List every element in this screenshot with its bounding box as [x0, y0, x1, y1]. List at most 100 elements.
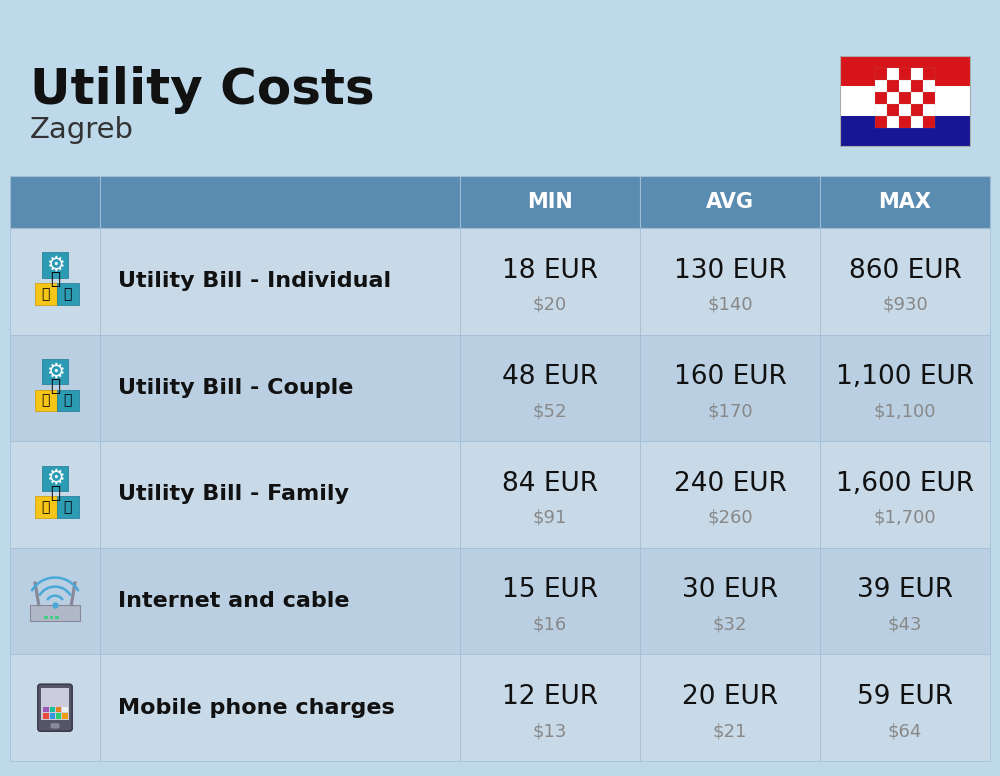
- FancyBboxPatch shape: [100, 334, 460, 442]
- Text: 30 EUR: 30 EUR: [682, 577, 778, 604]
- FancyBboxPatch shape: [30, 605, 80, 621]
- Text: 160 EUR: 160 EUR: [674, 364, 786, 390]
- FancyBboxPatch shape: [640, 228, 820, 334]
- FancyBboxPatch shape: [57, 283, 79, 305]
- FancyBboxPatch shape: [460, 334, 640, 442]
- Text: ⚙: ⚙: [46, 468, 64, 488]
- Text: Utility Bill - Family: Utility Bill - Family: [118, 484, 349, 504]
- FancyBboxPatch shape: [899, 104, 911, 116]
- FancyBboxPatch shape: [840, 116, 970, 146]
- Text: Utility Bill - Individual: Utility Bill - Individual: [118, 272, 391, 291]
- FancyBboxPatch shape: [43, 707, 49, 712]
- FancyBboxPatch shape: [42, 359, 68, 384]
- FancyBboxPatch shape: [923, 92, 935, 104]
- FancyBboxPatch shape: [460, 228, 640, 334]
- FancyBboxPatch shape: [460, 548, 640, 654]
- FancyBboxPatch shape: [640, 334, 820, 442]
- Text: $91: $91: [533, 509, 567, 527]
- Text: $43: $43: [888, 615, 922, 633]
- Text: $64: $64: [888, 722, 922, 740]
- Text: $16: $16: [533, 615, 567, 633]
- Text: $1,100: $1,100: [874, 402, 936, 421]
- Text: MIN: MIN: [527, 192, 573, 212]
- FancyBboxPatch shape: [820, 334, 990, 442]
- FancyBboxPatch shape: [35, 283, 57, 305]
- FancyBboxPatch shape: [50, 707, 55, 712]
- FancyBboxPatch shape: [460, 654, 640, 761]
- Text: 🚿: 🚿: [63, 501, 72, 514]
- Text: 1,100 EUR: 1,100 EUR: [836, 364, 974, 390]
- FancyBboxPatch shape: [50, 615, 53, 619]
- FancyBboxPatch shape: [887, 68, 899, 80]
- FancyBboxPatch shape: [911, 92, 923, 104]
- FancyBboxPatch shape: [55, 615, 59, 619]
- FancyBboxPatch shape: [640, 654, 820, 761]
- FancyBboxPatch shape: [911, 104, 923, 116]
- FancyBboxPatch shape: [923, 116, 935, 128]
- FancyBboxPatch shape: [100, 548, 460, 654]
- FancyBboxPatch shape: [820, 228, 990, 334]
- Text: MAX: MAX: [879, 192, 932, 212]
- FancyBboxPatch shape: [100, 176, 460, 228]
- Text: $52: $52: [533, 402, 567, 421]
- FancyBboxPatch shape: [820, 548, 990, 654]
- FancyBboxPatch shape: [820, 654, 990, 761]
- Text: 🧑: 🧑: [50, 483, 60, 502]
- FancyBboxPatch shape: [10, 442, 100, 548]
- Text: $13: $13: [533, 722, 567, 740]
- Text: $170: $170: [707, 402, 753, 421]
- Text: $32: $32: [713, 615, 747, 633]
- FancyBboxPatch shape: [899, 80, 911, 92]
- FancyBboxPatch shape: [911, 116, 923, 128]
- FancyBboxPatch shape: [35, 497, 57, 518]
- Text: $140: $140: [707, 296, 753, 314]
- FancyBboxPatch shape: [100, 228, 460, 334]
- Text: 🧑: 🧑: [50, 377, 60, 395]
- FancyBboxPatch shape: [42, 252, 68, 278]
- FancyBboxPatch shape: [887, 92, 899, 104]
- FancyBboxPatch shape: [35, 390, 57, 411]
- FancyBboxPatch shape: [100, 442, 460, 548]
- FancyBboxPatch shape: [57, 497, 79, 518]
- FancyBboxPatch shape: [56, 713, 61, 719]
- FancyBboxPatch shape: [875, 104, 887, 116]
- FancyBboxPatch shape: [62, 707, 68, 712]
- Text: $20: $20: [533, 296, 567, 314]
- Text: ⚙: ⚙: [46, 255, 64, 275]
- FancyBboxPatch shape: [911, 68, 923, 80]
- FancyBboxPatch shape: [887, 80, 899, 92]
- FancyBboxPatch shape: [10, 228, 100, 334]
- FancyBboxPatch shape: [923, 80, 935, 92]
- Text: AVG: AVG: [706, 192, 754, 212]
- FancyBboxPatch shape: [10, 176, 100, 228]
- Text: 🚿: 🚿: [63, 287, 72, 301]
- Text: 🚿: 🚿: [63, 393, 72, 407]
- Text: 12 EUR: 12 EUR: [502, 684, 598, 710]
- FancyBboxPatch shape: [875, 116, 887, 128]
- FancyBboxPatch shape: [43, 713, 49, 719]
- Text: 240 EUR: 240 EUR: [674, 471, 786, 497]
- Text: 84 EUR: 84 EUR: [502, 471, 598, 497]
- FancyBboxPatch shape: [840, 86, 970, 116]
- FancyBboxPatch shape: [38, 684, 72, 731]
- FancyBboxPatch shape: [875, 68, 887, 80]
- Text: 48 EUR: 48 EUR: [502, 364, 598, 390]
- Text: 1,600 EUR: 1,600 EUR: [836, 471, 974, 497]
- FancyBboxPatch shape: [887, 104, 899, 116]
- Text: Utility Costs: Utility Costs: [30, 66, 375, 114]
- FancyBboxPatch shape: [899, 92, 911, 104]
- Text: 🔌: 🔌: [42, 393, 50, 407]
- FancyBboxPatch shape: [899, 68, 911, 80]
- FancyBboxPatch shape: [42, 466, 68, 491]
- Text: $260: $260: [707, 509, 753, 527]
- FancyBboxPatch shape: [640, 442, 820, 548]
- FancyBboxPatch shape: [899, 116, 911, 128]
- FancyBboxPatch shape: [875, 80, 887, 92]
- Text: $930: $930: [882, 296, 928, 314]
- Text: 59 EUR: 59 EUR: [857, 684, 953, 710]
- Text: 18 EUR: 18 EUR: [502, 258, 598, 284]
- FancyBboxPatch shape: [911, 80, 923, 92]
- FancyBboxPatch shape: [875, 92, 887, 104]
- FancyBboxPatch shape: [44, 615, 48, 619]
- FancyBboxPatch shape: [840, 56, 970, 86]
